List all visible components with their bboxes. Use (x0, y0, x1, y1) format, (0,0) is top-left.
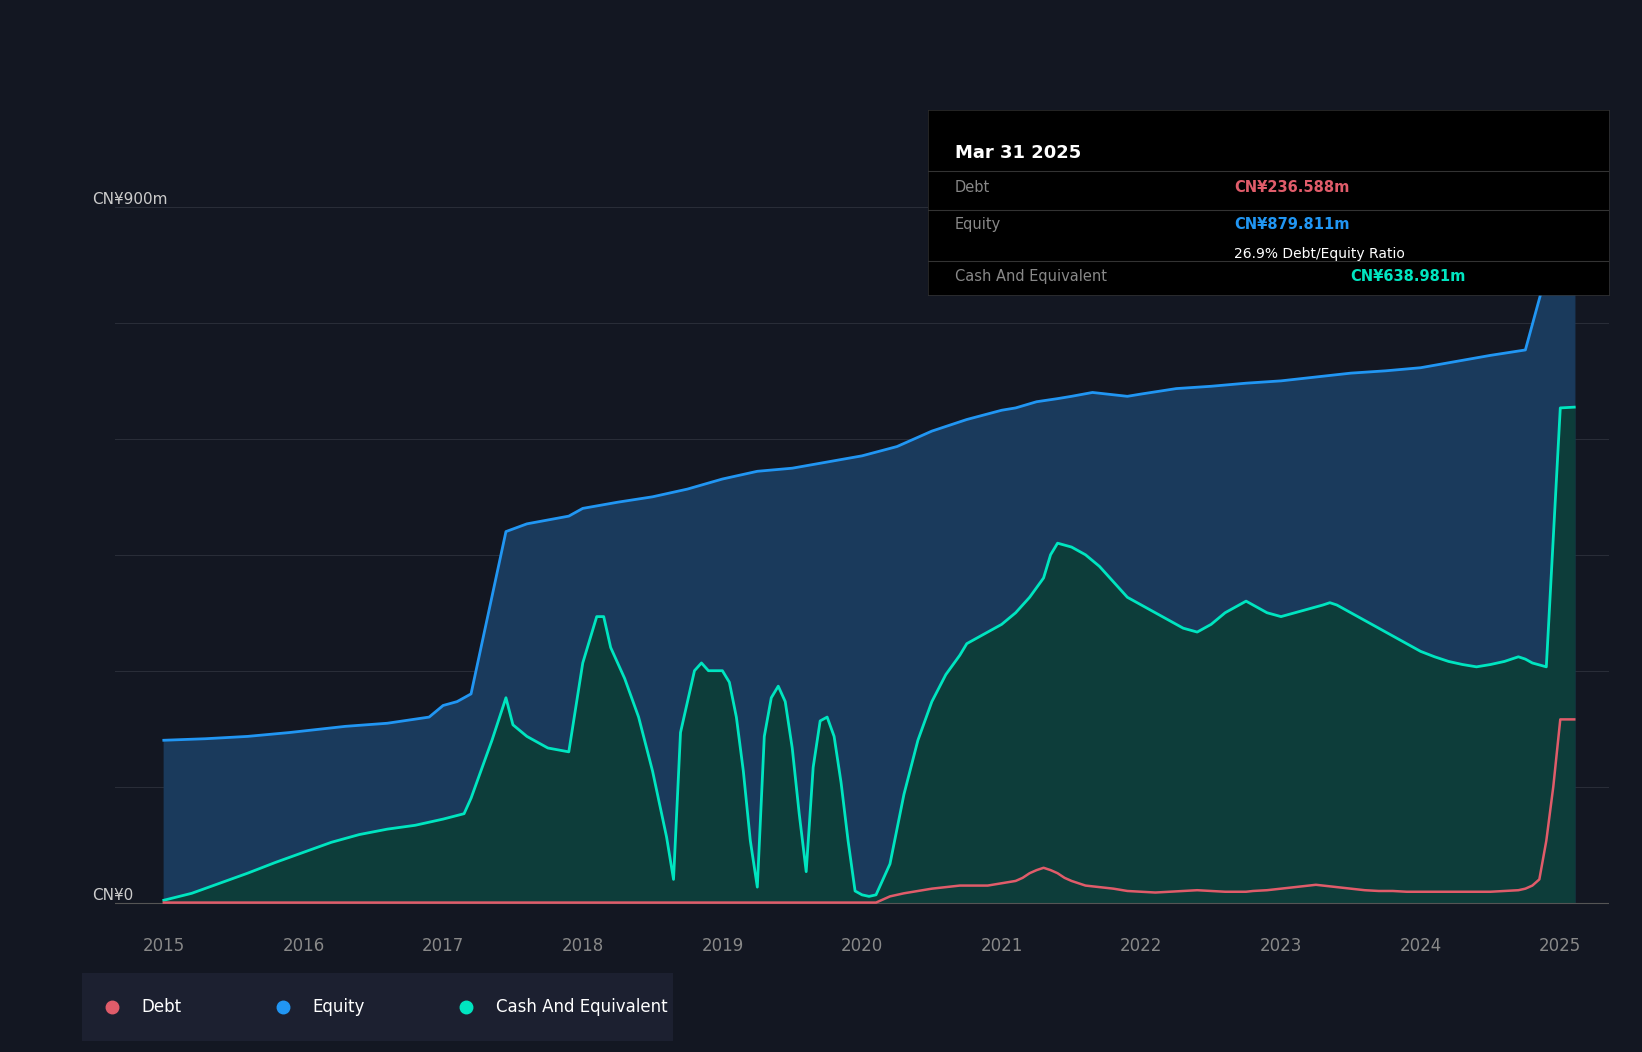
Text: CN¥0: CN¥0 (92, 888, 133, 903)
Text: CN¥236.588m: CN¥236.588m (1235, 181, 1350, 196)
Text: 26.9% Debt/Equity Ratio: 26.9% Debt/Equity Ratio (1235, 247, 1406, 261)
Text: Cash And Equivalent: Cash And Equivalent (496, 998, 668, 1016)
Text: Cash And Equivalent: Cash And Equivalent (956, 269, 1107, 284)
Text: Mar 31 2025: Mar 31 2025 (956, 144, 1080, 162)
Text: CN¥879.811m: CN¥879.811m (1235, 218, 1350, 232)
Text: Equity: Equity (956, 218, 1002, 232)
Text: CN¥900m: CN¥900m (92, 191, 167, 207)
Text: CN¥638.981m: CN¥638.981m (1350, 269, 1466, 284)
Text: Debt: Debt (141, 998, 181, 1016)
Text: Debt: Debt (956, 181, 990, 196)
Text: Equity: Equity (312, 998, 365, 1016)
